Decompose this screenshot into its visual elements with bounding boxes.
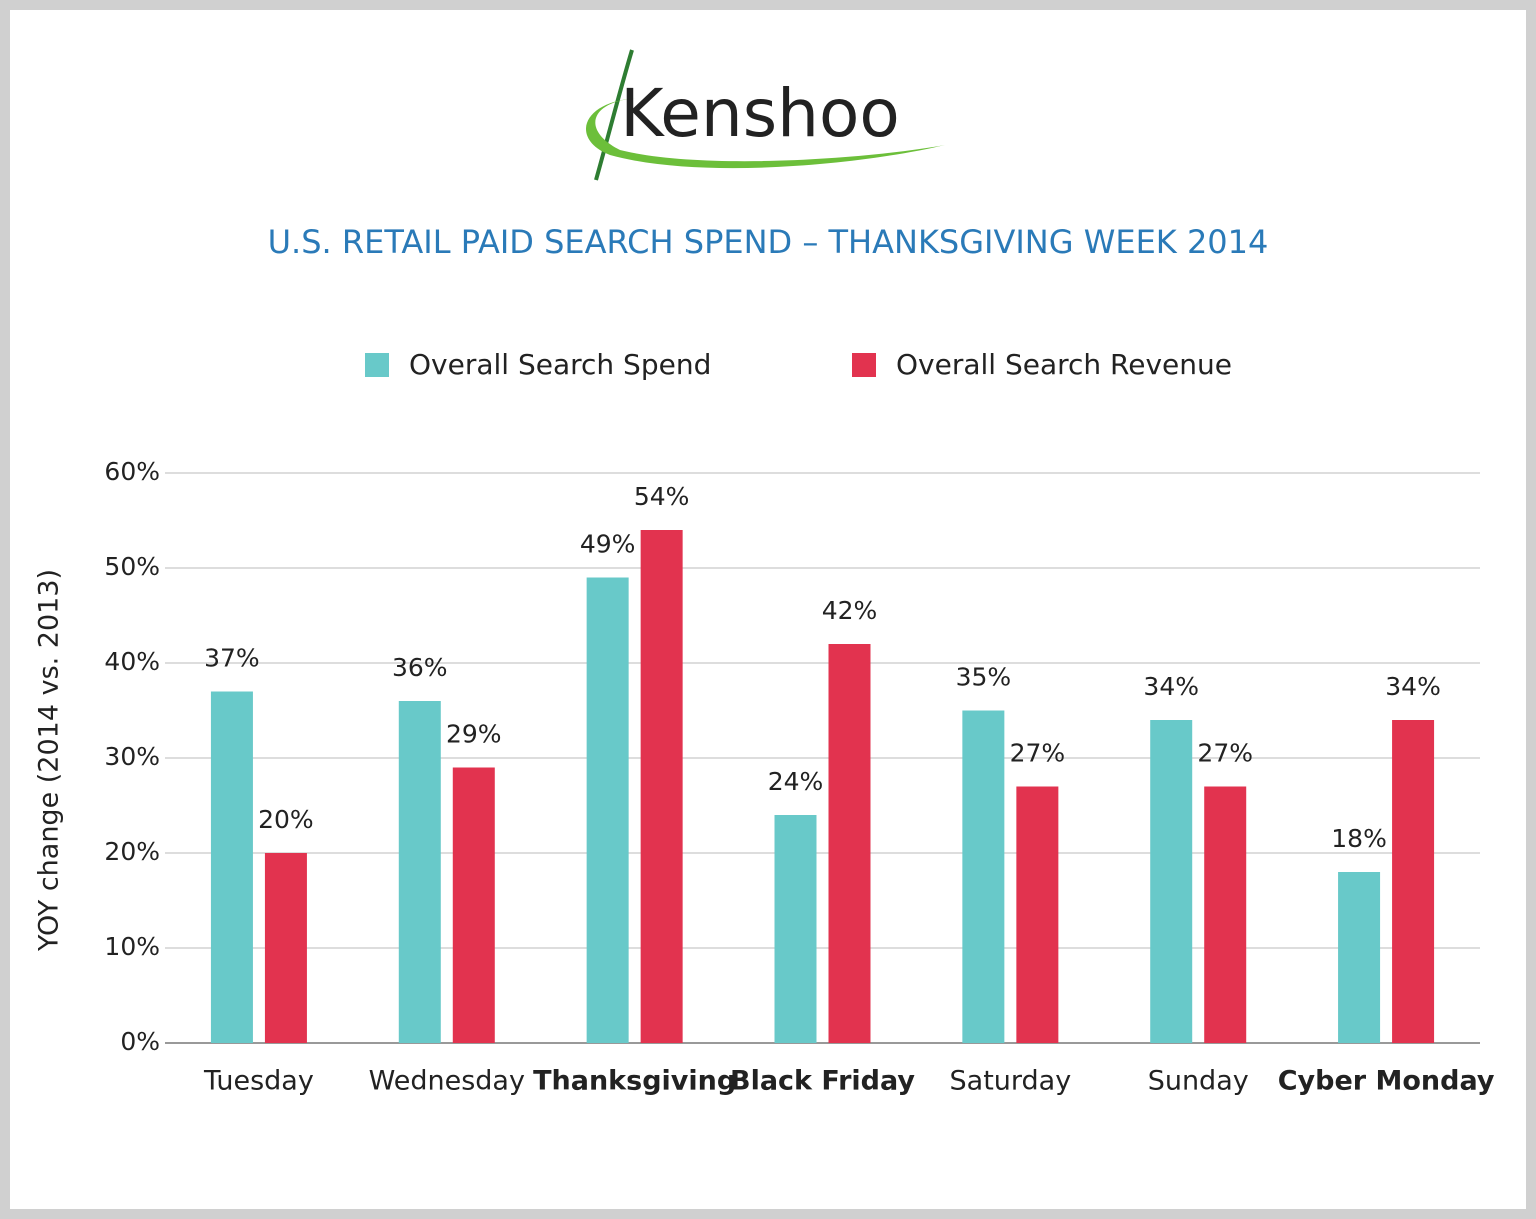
- value-label: 27%: [1197, 739, 1253, 768]
- legend-swatch: [365, 353, 389, 377]
- value-label: 24%: [768, 767, 824, 796]
- value-label: 18%: [1331, 824, 1387, 853]
- x-tick-label: Tuesday: [203, 1066, 314, 1097]
- y-tick-label: 50%: [104, 552, 160, 581]
- chart-title: U.S. RETAIL PAID SEARCH SPEND – THANKSGI…: [268, 223, 1269, 261]
- value-label: 49%: [580, 530, 636, 559]
- bar: [1338, 872, 1381, 1043]
- x-tick-label: Black Friday: [730, 1066, 915, 1097]
- bar: [398, 701, 441, 1043]
- logo: Kenshoo: [586, 49, 945, 181]
- bar: [1150, 720, 1193, 1043]
- y-tick-label: 30%: [104, 742, 160, 771]
- bar: [1392, 720, 1435, 1043]
- legend-swatch: [852, 353, 876, 377]
- legend-label: Overall Search Revenue: [896, 348, 1232, 381]
- legend-label: Overall Search Spend: [409, 348, 711, 381]
- x-tick-label: Sunday: [1148, 1066, 1249, 1097]
- bar: [828, 644, 871, 1043]
- x-tick-label: Wednesday: [369, 1066, 525, 1097]
- y-axis-label: YOY change (2014 vs. 2013): [34, 569, 65, 952]
- value-label: 42%: [822, 596, 878, 625]
- bar: [640, 530, 683, 1043]
- logo-text: Kenshoo: [620, 75, 899, 152]
- bar: [264, 853, 307, 1043]
- value-label: 54%: [634, 482, 690, 511]
- bar: [452, 767, 495, 1043]
- value-label: 20%: [258, 805, 314, 834]
- bar: [774, 815, 817, 1043]
- value-label: 35%: [956, 663, 1012, 692]
- bar: [586, 577, 629, 1043]
- bar: [1204, 786, 1247, 1043]
- value-label: 27%: [1010, 739, 1066, 768]
- bar: [1016, 786, 1059, 1043]
- value-label: 34%: [1385, 672, 1441, 701]
- value-label: 29%: [446, 720, 502, 749]
- y-tick-label: 40%: [104, 647, 160, 676]
- logo-stroke: [594, 49, 634, 181]
- value-label: 37%: [204, 644, 260, 673]
- y-tick-label: 10%: [104, 932, 160, 961]
- x-tick-label: Thanksgiving: [533, 1066, 736, 1097]
- y-tick-label: 20%: [104, 837, 160, 866]
- y-tick-label: 0%: [120, 1027, 160, 1056]
- x-tick-label: Cyber Monday: [1278, 1066, 1495, 1097]
- value-label: 36%: [392, 653, 448, 682]
- bar: [962, 710, 1005, 1043]
- y-tick-label: 60%: [104, 457, 160, 486]
- value-label: 34%: [1143, 672, 1199, 701]
- bar: [210, 691, 253, 1043]
- x-tick-label: Saturday: [950, 1066, 1072, 1097]
